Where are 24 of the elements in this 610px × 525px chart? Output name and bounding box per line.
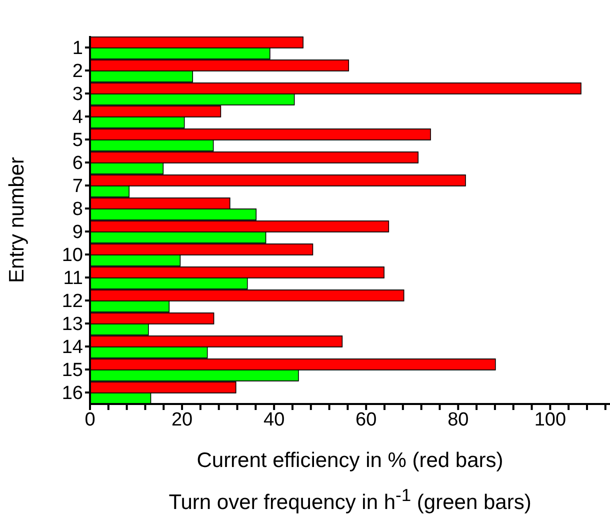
y-tick-label: 2 [72,61,83,82]
y-axis-title: Entry number [5,156,28,284]
y-tick-label: 10 [62,245,83,266]
y-tick-label: 12 [62,291,83,312]
x-tick-label: 100 [534,409,566,430]
y-tick-label: 3 [72,84,83,106]
x-tick-label: 0 [84,409,96,430]
x-tick-label: 40 [264,409,285,430]
y-tick-label: 11 [63,268,83,290]
y-tick-label: 9 [72,222,83,244]
y-tick-label: 15 [62,360,83,382]
y-tick-label: 14 [62,337,84,358]
x-tick-label: 20 [171,409,193,430]
y-tick-label: 4 [72,107,84,128]
x-tick-label: 80 [448,409,469,430]
y-tick-label: 16 [62,383,83,404]
y-tick-label: 8 [72,199,83,220]
y-tick-label: 7 [72,176,83,198]
y-tick-label: 6 [72,153,83,174]
y-tick-label: 13 [62,314,83,336]
y-tick-label: 1 [72,38,83,60]
y-tick-label: 5 [72,130,83,152]
x-tick-label: 60 [356,409,377,430]
x-axis-title: Current efficiency in % (red bars) Turn over frequency in h$^{-1}$ (green bars) [168,448,532,516]
